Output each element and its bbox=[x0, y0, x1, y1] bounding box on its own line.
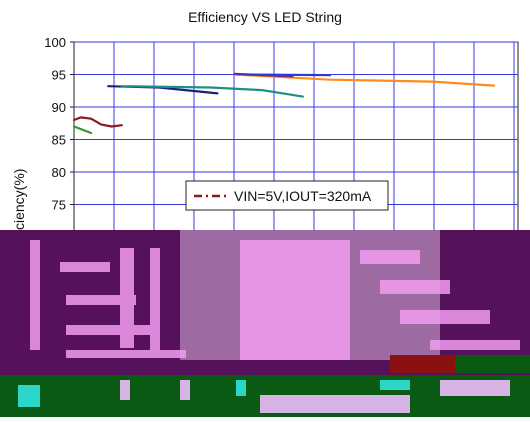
legend: VIN=5V,IOUT=320mA bbox=[185, 180, 389, 211]
series-line-1 bbox=[72, 116, 123, 128]
legend-label: VIN=5V,IOUT=320mA bbox=[234, 188, 372, 204]
y-tick-label: 85 bbox=[52, 133, 66, 148]
y-tick-label: 80 bbox=[52, 165, 66, 180]
series-line-7 bbox=[243, 73, 332, 77]
corrupted-region bbox=[0, 210, 530, 417]
corrupted-pixels bbox=[0, 210, 530, 417]
series-line-5 bbox=[233, 73, 496, 87]
y-axis-label: ciency(%) bbox=[11, 169, 27, 230]
y-tick-label: 100 bbox=[44, 35, 66, 50]
chart-title: Efficiency VS LED String bbox=[188, 9, 342, 25]
series-line-2 bbox=[72, 125, 93, 135]
series-line-4 bbox=[120, 85, 304, 98]
y-tick-label: 95 bbox=[52, 68, 66, 83]
y-axis: 100 95 90 85 80 75 bbox=[44, 35, 74, 213]
y-tick-label: 75 bbox=[52, 198, 66, 213]
series-layer bbox=[72, 72, 496, 135]
y-tick-label: 90 bbox=[52, 100, 66, 115]
